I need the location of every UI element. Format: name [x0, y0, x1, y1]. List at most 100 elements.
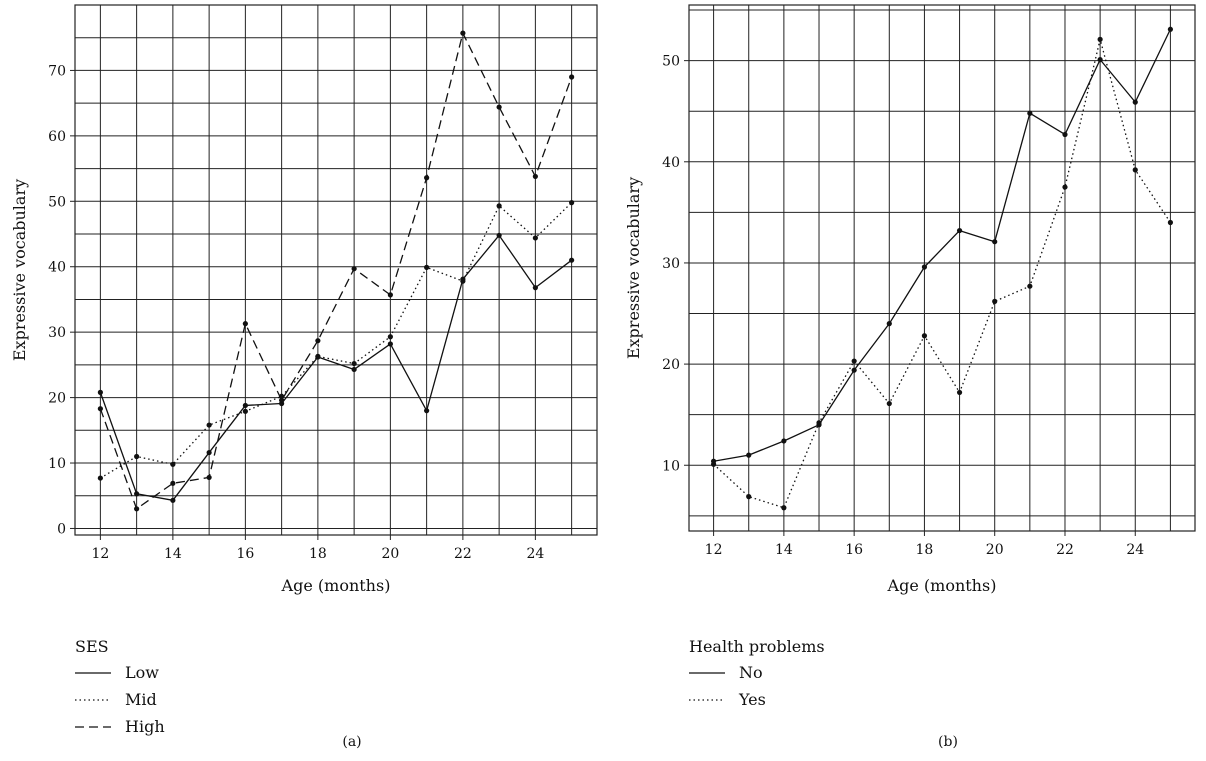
data-point — [242, 408, 248, 414]
data-point — [746, 494, 752, 500]
x-tick-label: 16 — [845, 542, 863, 558]
data-point — [315, 338, 321, 344]
data-point — [781, 505, 787, 511]
data-point — [387, 341, 393, 347]
data-point — [206, 474, 212, 481]
legend-label: High — [125, 717, 165, 736]
data-point — [921, 264, 928, 270]
x-axis-label: Age (months) — [281, 576, 391, 595]
data-point — [460, 278, 466, 284]
data-point — [710, 461, 717, 467]
data-point — [97, 389, 103, 395]
data-point — [134, 506, 140, 512]
data-point — [781, 438, 787, 444]
grid — [75, 5, 597, 535]
data-point — [206, 449, 212, 456]
x-tick-label: 22 — [454, 546, 472, 562]
data-point — [496, 104, 502, 110]
data-point — [851, 367, 857, 373]
x-tick-label: 12 — [91, 546, 109, 562]
data-point — [569, 257, 575, 263]
series-line — [713, 38, 1171, 509]
data-point — [97, 406, 103, 412]
plot-frame — [74, 4, 598, 536]
data-point — [351, 266, 357, 272]
data-point — [1167, 26, 1174, 32]
series-yes — [710, 36, 1174, 511]
grid — [689, 5, 1195, 531]
y-axis-label: Expressive vocabulary — [10, 179, 29, 361]
data-point — [242, 402, 248, 409]
x-axis-label: Age (months) — [887, 576, 997, 595]
data-point — [886, 321, 892, 327]
data-point — [1062, 131, 1068, 138]
x-tick-label: 12 — [705, 542, 723, 558]
plot-frame — [688, 4, 1196, 532]
legend: SES Low Mid High — [75, 637, 165, 736]
x-tick-label: 24 — [1126, 542, 1144, 558]
legend-label: Low — [125, 663, 159, 682]
data-point — [387, 334, 393, 340]
data-point — [134, 453, 140, 460]
y-tick-label: 50 — [662, 54, 680, 70]
y-tick-label: 20 — [662, 357, 680, 373]
legend-title: SES — [75, 637, 109, 656]
data-point — [315, 353, 321, 359]
data-point — [992, 298, 998, 304]
series-line — [99, 32, 573, 510]
legend-label: Yes — [738, 690, 766, 709]
legend: Health problems No Yes — [689, 637, 825, 709]
data-point — [532, 285, 538, 291]
y-tick-label: 30 — [662, 256, 680, 272]
x-tick-label: 20 — [381, 546, 399, 562]
data-point — [387, 292, 393, 298]
panel-a: 0 10 20 30 40 50 60 70 12 14 16 18 20 22 24 Age (months… — [10, 4, 598, 750]
data-point — [460, 30, 466, 36]
series-no — [710, 26, 1174, 464]
data-point — [851, 358, 857, 364]
data-point — [424, 408, 430, 414]
series-line — [99, 234, 573, 501]
x-tick-label: 14 — [164, 546, 182, 562]
y-tick-label: 40 — [662, 155, 680, 171]
y-tick-label: 40 — [48, 260, 66, 276]
data-point — [956, 389, 963, 396]
legend-title: Health problems — [689, 637, 825, 656]
data-point — [170, 461, 176, 467]
series-low — [97, 232, 575, 503]
data-point — [97, 475, 103, 481]
y-axis-label: Expressive vocabulary — [624, 177, 643, 359]
legend-label: Mid — [125, 690, 157, 709]
y-tick-label: 50 — [48, 194, 66, 210]
data-point — [496, 203, 502, 209]
data-point — [1097, 57, 1103, 63]
data-point — [992, 239, 998, 245]
x-tick-label: 14 — [775, 542, 793, 558]
y-tick-label: 0 — [57, 521, 66, 537]
x-tick-label: 18 — [309, 546, 327, 562]
data-point — [206, 422, 212, 428]
data-point — [1167, 219, 1174, 226]
y-tick-label: 10 — [662, 458, 680, 474]
x-tick-label: 22 — [1056, 542, 1074, 558]
data-point — [242, 321, 248, 327]
data-point — [816, 420, 822, 426]
data-point — [1062, 184, 1068, 190]
data-point — [279, 397, 285, 403]
data-point — [1027, 110, 1033, 116]
data-point — [921, 333, 928, 339]
y-tick-label: 60 — [48, 129, 66, 145]
data-point — [424, 175, 430, 181]
y-tick-label: 20 — [48, 391, 66, 407]
panel-caption: (b) — [938, 734, 958, 750]
y-tick-label: 70 — [48, 63, 66, 79]
data-point — [170, 497, 176, 503]
panel-b: 10 20 30 40 50 12 14 16 18 20 22 24 Age (months) Expr… — [624, 4, 1196, 750]
data-point — [569, 200, 575, 206]
data-point — [569, 74, 575, 80]
x-tick-label: 20 — [986, 542, 1004, 558]
y-tick-label: 10 — [48, 456, 66, 472]
data-point — [424, 264, 430, 270]
series-high — [97, 30, 575, 512]
